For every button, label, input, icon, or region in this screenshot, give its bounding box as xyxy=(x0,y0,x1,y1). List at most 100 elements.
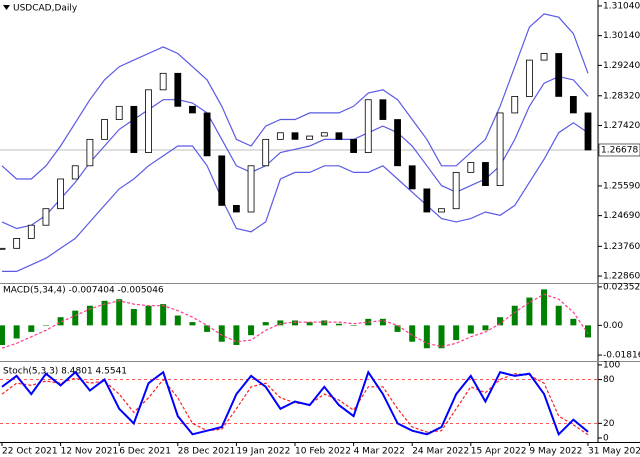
macd-bar xyxy=(511,305,518,326)
candle xyxy=(291,132,299,140)
macd-bar xyxy=(204,325,211,332)
y-tick-label: -0.018168 xyxy=(603,351,640,361)
x-tick-label: 28 Dec 2021 xyxy=(178,447,236,457)
candle xyxy=(27,224,35,239)
candle xyxy=(145,89,152,153)
candle xyxy=(364,99,372,153)
candle xyxy=(350,138,358,153)
candle xyxy=(203,112,211,157)
candle xyxy=(86,138,94,167)
macd-bar xyxy=(101,300,108,326)
candle xyxy=(71,165,79,180)
x-tick-label: 6 Dec 2021 xyxy=(119,447,171,457)
macd-bar xyxy=(218,325,225,342)
macd-bar xyxy=(13,325,20,339)
macd-bar xyxy=(28,325,35,332)
candle xyxy=(379,99,387,120)
candle xyxy=(423,188,431,213)
stoch-main xyxy=(1,369,589,437)
macd-bar xyxy=(174,315,181,326)
x-tick-label: 12 Nov 2021 xyxy=(61,447,119,457)
macd-bar xyxy=(526,297,533,326)
x-tick-label: 22 Oct 2021 xyxy=(2,447,58,457)
bollinger-band xyxy=(2,122,589,272)
stoch-signal xyxy=(1,373,589,436)
candle xyxy=(584,112,592,151)
last-price-label: 1.26678 xyxy=(601,145,638,155)
macd-bar xyxy=(497,317,504,326)
y-tick-label: 0.023523 xyxy=(603,282,640,292)
candle xyxy=(452,171,460,210)
candle xyxy=(218,155,226,206)
candle xyxy=(0,247,6,250)
y-tick-label: 80 xyxy=(603,375,615,385)
candle xyxy=(232,204,240,213)
y-tick-label: 0.00 xyxy=(603,321,623,331)
chart-title: USDCAD,Daily xyxy=(13,4,78,14)
macd-bar xyxy=(570,318,577,326)
y-tick-label: 1.25590 xyxy=(603,181,640,191)
macd-bar xyxy=(321,320,328,326)
macd-bar xyxy=(248,325,255,336)
candle xyxy=(526,59,533,97)
x-tick-label: 31 May 2022 xyxy=(588,447,640,457)
macd-bar xyxy=(160,304,167,326)
candle xyxy=(511,96,519,114)
macd-bar xyxy=(130,309,137,326)
macd-bar xyxy=(379,318,386,326)
candle xyxy=(335,132,343,140)
macd-bar xyxy=(57,317,64,326)
y-tick-label: 100 xyxy=(603,360,620,370)
candle xyxy=(408,165,416,190)
candle xyxy=(247,165,255,213)
candle xyxy=(130,105,138,153)
y-tick-label: 1.29240 xyxy=(603,61,640,71)
macd-bar xyxy=(277,320,284,326)
macd-bar xyxy=(438,325,445,349)
candle xyxy=(262,138,270,167)
macd-bar xyxy=(116,299,123,326)
candle xyxy=(438,208,445,213)
x-tick-label: 10 Feb 2022 xyxy=(295,447,351,457)
macd-bar xyxy=(394,325,401,332)
y-tick-label: 1.24690 xyxy=(603,211,640,221)
macd-bar xyxy=(262,322,269,326)
candle xyxy=(42,208,50,226)
x-tick-label: 15 Apr 2022 xyxy=(471,447,527,457)
candle xyxy=(394,119,401,167)
candle xyxy=(540,53,548,61)
macd-bar xyxy=(585,325,591,338)
macd-bar xyxy=(365,318,372,326)
macd-bar xyxy=(306,322,313,326)
macd-bar xyxy=(453,325,460,341)
macd-bar xyxy=(233,325,240,345)
y-tick-label: 1.23760 xyxy=(603,242,640,252)
stoch-title: Stoch(5,3,3) 8.4801 4.5541 xyxy=(3,367,127,377)
candle xyxy=(57,178,64,210)
candle xyxy=(174,72,182,107)
candle xyxy=(555,53,563,97)
bollinger-band xyxy=(1,13,589,180)
candle xyxy=(482,162,489,186)
macd-bar xyxy=(409,325,416,342)
y-tick-label: 1.28320 xyxy=(603,91,640,101)
x-tick-label: 19 Jan 2022 xyxy=(236,447,290,457)
macd-signal xyxy=(1,293,589,349)
y-tick-label: 1.22860 xyxy=(603,272,640,282)
macd-bar xyxy=(335,323,342,326)
y-tick-label: 1.31040 xyxy=(603,1,640,11)
candle xyxy=(189,105,196,114)
macd-bar xyxy=(541,289,548,326)
x-tick-label: 4 Mar 2022 xyxy=(354,447,405,457)
x-tick-label: 9 May 2022 xyxy=(529,447,582,457)
macd-bar xyxy=(145,305,152,326)
candle xyxy=(13,238,21,249)
macd-bar xyxy=(423,325,430,349)
candle xyxy=(276,132,284,140)
candle xyxy=(496,112,504,186)
candle xyxy=(306,135,314,140)
last-price-box xyxy=(598,143,640,157)
candle xyxy=(115,105,123,120)
